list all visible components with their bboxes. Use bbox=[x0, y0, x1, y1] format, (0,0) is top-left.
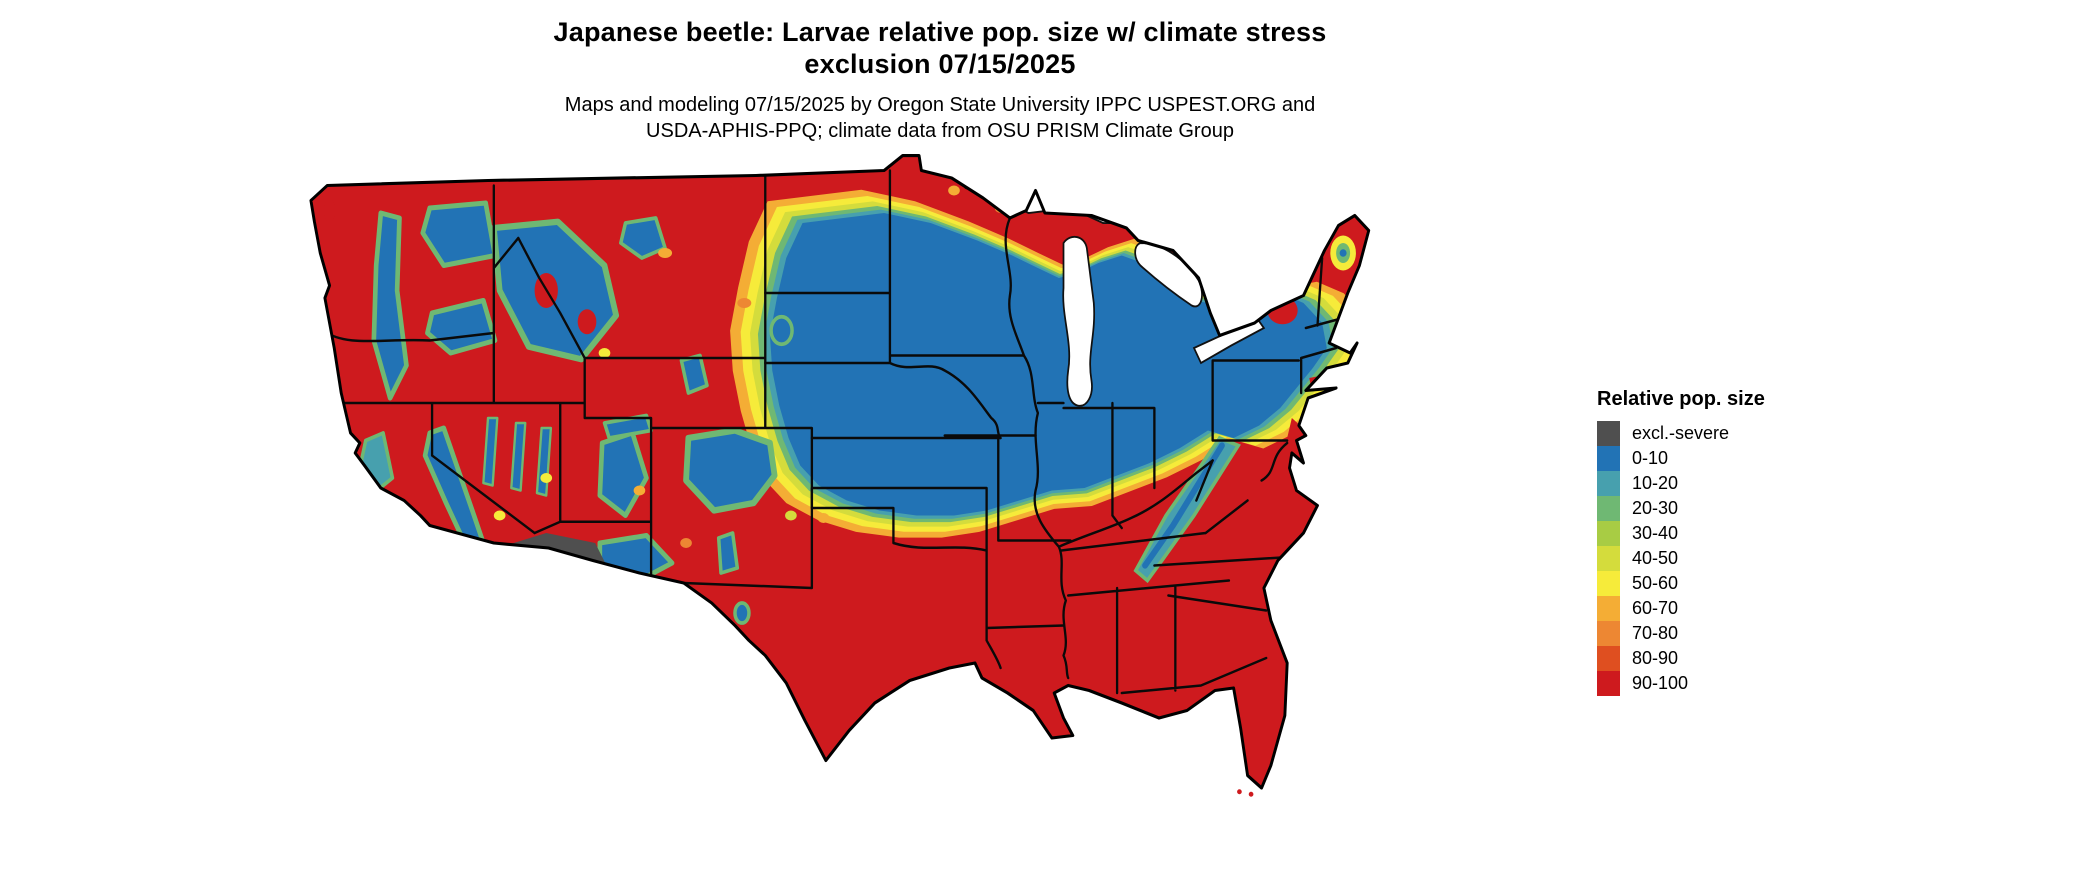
colorado-rockies-region bbox=[683, 427, 778, 514]
legend-swatch bbox=[1597, 446, 1620, 471]
channel-island-dot bbox=[391, 519, 398, 527]
state-borders-rivers bbox=[1004, 216, 1214, 680]
legend-label: 40-50 bbox=[1632, 548, 1679, 568]
legend-items: excl.-severe 0-10 10-20 20-30 30-40 40-50 50-6… bbox=[1597, 421, 1765, 696]
speckle bbox=[737, 298, 752, 308]
legend-label: 10-20 bbox=[1632, 473, 1679, 493]
legend-swatch bbox=[1597, 671, 1620, 696]
legend-swatch bbox=[1597, 546, 1620, 571]
legend-swatch bbox=[1597, 471, 1620, 496]
legend-label: 30-40 bbox=[1632, 523, 1679, 543]
cascades-region bbox=[371, 210, 409, 401]
legend-label: 20-30 bbox=[1632, 498, 1679, 518]
map-fill-layers bbox=[310, 155, 1369, 788]
black-hills-region bbox=[769, 314, 794, 347]
map-title: Japanese beetle: Larvae relative pop. si… bbox=[0, 16, 1880, 80]
keys-dot bbox=[1248, 791, 1254, 797]
legend-swatch bbox=[1597, 421, 1620, 446]
legend-label: 50-60 bbox=[1632, 573, 1679, 593]
map-title-line2: exclusion 07/15/2025 bbox=[804, 49, 1076, 79]
state-borders-plains bbox=[764, 169, 1072, 670]
speckle bbox=[948, 185, 960, 196]
puget-lowland-red bbox=[323, 199, 336, 222]
state-borders-east bbox=[1036, 256, 1345, 695]
speckle bbox=[540, 473, 553, 483]
legend-item: 10-20 bbox=[1597, 471, 1765, 496]
keys-dot bbox=[1237, 789, 1242, 795]
channel-island-dot bbox=[403, 529, 410, 537]
map-subtitle: Maps and modeling 07/15/2025 by Oregon S… bbox=[0, 92, 1880, 144]
legend-title: Relative pop. size bbox=[1597, 388, 1765, 410]
map-subtitle-line2: USDA-APHIS-PPQ; climate data from OSU PR… bbox=[646, 120, 1234, 142]
speckle bbox=[493, 510, 506, 521]
legend-item: excl.-severe bbox=[1597, 421, 1765, 446]
speckle bbox=[817, 513, 830, 523]
legend-label: 60-70 bbox=[1632, 598, 1679, 618]
legend-item: 50-60 bbox=[1597, 571, 1765, 596]
new-mexico-range-region bbox=[716, 531, 740, 575]
legend-swatch bbox=[1597, 646, 1620, 671]
speckle bbox=[658, 248, 673, 258]
legend-item: 90-100 bbox=[1597, 671, 1765, 696]
speckle bbox=[785, 510, 797, 521]
legend-item: 70-80 bbox=[1597, 621, 1765, 646]
legend-swatch bbox=[1597, 596, 1620, 621]
speckle bbox=[680, 538, 692, 548]
speckle bbox=[633, 485, 646, 496]
florida-keys bbox=[1237, 789, 1254, 797]
transition-speckles bbox=[391, 185, 1007, 548]
us-outline bbox=[309, 153, 1371, 790]
us-choropleth-map bbox=[309, 153, 1371, 797]
region-0-10-core bbox=[769, 213, 1327, 516]
legend-label: 80-90 bbox=[1632, 648, 1679, 668]
ne-washington-region bbox=[420, 200, 498, 268]
legend-label: 70-80 bbox=[1632, 623, 1679, 643]
legend-item: 80-90 bbox=[1597, 646, 1765, 671]
lake-michigan bbox=[1062, 235, 1096, 407]
legend-item: 30-40 bbox=[1597, 521, 1765, 546]
davis-mountains-region bbox=[733, 601, 751, 625]
speckle bbox=[598, 348, 611, 358]
legend-swatch bbox=[1597, 496, 1620, 521]
montana-valley-red-hole bbox=[577, 309, 597, 335]
map-subtitle-line1: Maps and modeling 07/15/2025 by Oregon S… bbox=[564, 94, 1316, 116]
maine-highlands-blue bbox=[1339, 249, 1347, 257]
state-borders bbox=[321, 169, 1345, 695]
appalachian-blue-crest bbox=[1142, 442, 1225, 569]
legend: Relative pop. size excl.-severe 0-10 10-20… bbox=[1597, 388, 1765, 696]
legend-swatch bbox=[1597, 621, 1620, 646]
legend-label: excl.-severe bbox=[1632, 423, 1730, 443]
nevada-range-2 bbox=[510, 421, 527, 492]
legend-item: 0-10 bbox=[1597, 446, 1765, 471]
legend-label: 0-10 bbox=[1632, 448, 1669, 468]
legend-item: 20-30 bbox=[1597, 496, 1765, 521]
map-title-line1: Japanese beetle: Larvae relative pop. si… bbox=[553, 17, 1327, 47]
legend-swatch bbox=[1597, 571, 1620, 596]
legend-item: 60-70 bbox=[1597, 596, 1765, 621]
legend-item: 40-50 bbox=[1597, 546, 1765, 571]
legend-label: 90-100 bbox=[1632, 673, 1689, 693]
nevada-range-1 bbox=[482, 416, 499, 487]
montana-range-region bbox=[619, 216, 667, 260]
legend-swatch bbox=[1597, 521, 1620, 546]
